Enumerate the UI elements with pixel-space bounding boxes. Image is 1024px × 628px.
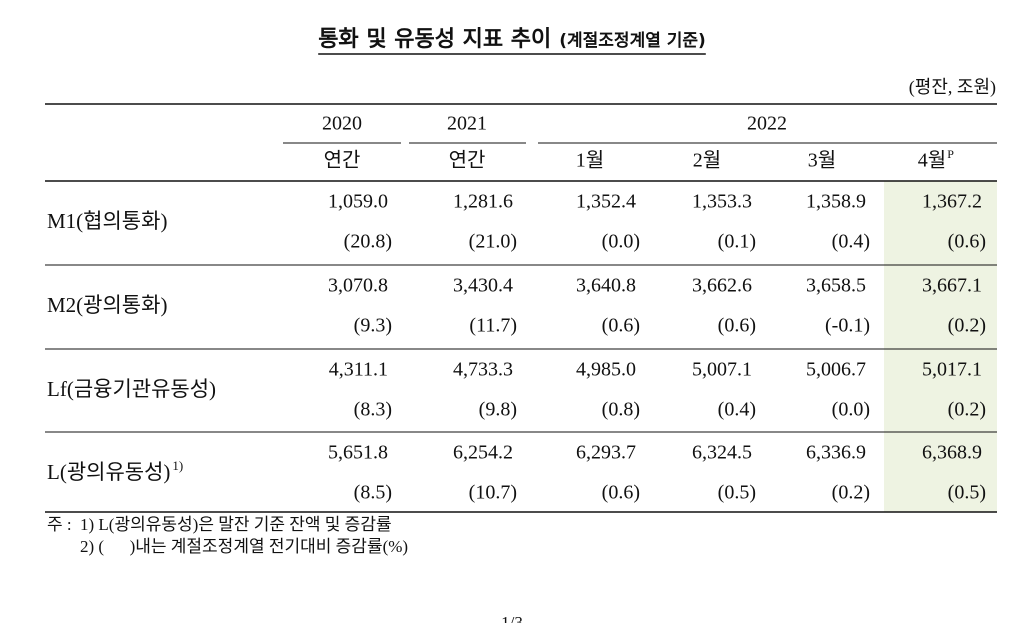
level-value: 5,007.1: [692, 359, 752, 381]
period-header: 연간: [324, 149, 361, 172]
year-header: 2020: [322, 113, 362, 135]
note-prefix: 주 :: [47, 515, 72, 534]
note: 1) L(광의유동성)은 말잔 기준 잔액 및 증감률: [80, 515, 392, 534]
level-value: 3,070.8: [328, 275, 388, 297]
period-mark: P: [947, 147, 954, 161]
level-value: 6,324.5: [692, 442, 752, 464]
level-value: 1,059.0: [328, 191, 388, 213]
period-header: 연간: [449, 149, 486, 172]
change-value: (9.3): [354, 315, 392, 337]
page-number: - 1/3 -: [491, 613, 533, 623]
level-value: 5,017.1: [922, 359, 982, 381]
change-value: (0.8): [602, 399, 640, 421]
change-value: (0.6): [948, 231, 986, 253]
period-header: 2월: [693, 149, 721, 172]
change-value: (0.2): [948, 399, 986, 421]
change-value: (9.8): [479, 399, 517, 421]
row-label: L(광의유동성): [47, 460, 170, 484]
change-value: (20.8): [344, 231, 392, 253]
highlight-column: [884, 181, 997, 512]
change-value: (0.2): [832, 482, 870, 504]
level-value: 5,006.7: [806, 359, 866, 381]
row-label-mark: 1): [172, 458, 183, 473]
change-value: (21.0): [469, 231, 517, 253]
title: 통화 및 유동성 지표 추이: [318, 27, 551, 52]
period-header: 3월: [808, 149, 836, 172]
level-value: 6,254.2: [453, 442, 513, 464]
period-header: 1월: [576, 149, 604, 172]
level-value: 3,658.5: [806, 275, 866, 297]
level-value: 3,640.8: [576, 275, 636, 297]
year-header: 2022: [747, 113, 787, 135]
change-value: (8.3): [354, 399, 392, 421]
level-value: 1,358.9: [806, 191, 866, 213]
row-label: Lf(금융기관유동성): [47, 377, 216, 401]
change-value: (11.7): [469, 315, 517, 337]
level-value: 6,368.9: [922, 442, 982, 464]
level-value: 4,311.1: [329, 359, 388, 381]
change-value: (-0.1): [825, 315, 870, 337]
period-header: 4월: [918, 149, 946, 172]
row-label: M2(광의통화): [47, 293, 167, 317]
change-value: (0.5): [948, 482, 986, 504]
level-value: 1,367.2: [922, 191, 982, 213]
year-header: 2021: [447, 113, 487, 135]
level-value: 3,430.4: [453, 275, 513, 297]
change-value: (0.4): [832, 231, 870, 253]
unit: (평잔, 조원): [909, 77, 996, 98]
change-value: (0.0): [602, 231, 640, 253]
level-value: 5,651.8: [328, 442, 388, 464]
change-value: (0.6): [718, 315, 756, 337]
change-value: (0.0): [832, 399, 870, 421]
change-value: (0.1): [718, 231, 756, 253]
change-value: (10.7): [469, 482, 517, 504]
level-value: 4,985.0: [576, 359, 636, 381]
level-value: 4,733.3: [453, 359, 513, 381]
level-value: 3,667.1: [922, 275, 982, 297]
subtitle: (계절조정계열 기준): [559, 30, 706, 51]
level-value: 6,336.9: [806, 442, 866, 464]
level-value: 6,293.7: [576, 442, 636, 464]
change-value: (0.4): [718, 399, 756, 421]
level-value: 3,662.6: [692, 275, 752, 297]
note: 2) ( )내는 계절조정계열 전기대비 증감률(%): [80, 537, 408, 556]
row-label: M1(협의통화): [47, 209, 167, 233]
level-value: 1,353.3: [692, 191, 752, 213]
change-value: (0.6): [602, 482, 640, 504]
change-value: (8.5): [354, 482, 392, 504]
level-value: 1,352.4: [576, 191, 636, 213]
level-value: 1,281.6: [453, 191, 513, 213]
change-value: (0.5): [718, 482, 756, 504]
change-value: (0.2): [948, 315, 986, 337]
change-value: (0.6): [602, 315, 640, 337]
